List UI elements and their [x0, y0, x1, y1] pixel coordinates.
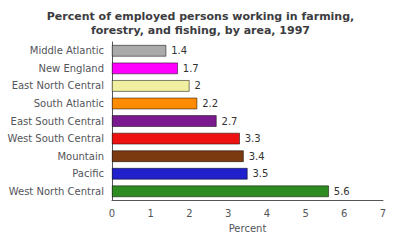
svg-text:Pacific: Pacific	[72, 168, 104, 179]
svg-text:5.6: 5.6	[334, 186, 350, 197]
svg-text:0: 0	[109, 208, 115, 219]
svg-text:South Atlantic: South Atlantic	[34, 98, 104, 109]
svg-text:East South Central: East South Central	[11, 116, 104, 127]
svg-text:2.7: 2.7	[222, 116, 238, 127]
svg-text:3.5: 3.5	[253, 168, 269, 179]
svg-text:West South Central: West South Central	[8, 133, 104, 144]
svg-text:3.3: 3.3	[245, 133, 261, 144]
svg-text:Middle Atlantic: Middle Atlantic	[30, 45, 104, 56]
svg-text:Percent of employed persons wo: Percent of employed persons working in f…	[47, 10, 355, 23]
svg-text:West North Central: West North Central	[9, 186, 104, 197]
svg-text:7: 7	[380, 208, 386, 219]
svg-text:1: 1	[148, 208, 154, 219]
svg-text:New England: New England	[38, 63, 104, 74]
svg-text:Mountain: Mountain	[57, 151, 104, 162]
svg-text:East North Central: East North Central	[12, 80, 104, 91]
svg-text:3.4: 3.4	[249, 151, 265, 162]
svg-text:1.4: 1.4	[171, 45, 187, 56]
svg-text:2: 2	[186, 208, 192, 219]
svg-text:forestry, and fishing, by area: forestry, and fishing, by area, 1997	[91, 24, 310, 37]
svg-text:5: 5	[302, 208, 308, 219]
svg-text:6: 6	[341, 208, 347, 219]
svg-text:2.2: 2.2	[202, 98, 218, 109]
svg-text:1.7: 1.7	[183, 63, 199, 74]
svg-text:2: 2	[194, 80, 200, 91]
svg-text:Percent: Percent	[229, 223, 267, 234]
svg-text:4: 4	[264, 208, 270, 219]
svg-text:3: 3	[225, 208, 231, 219]
